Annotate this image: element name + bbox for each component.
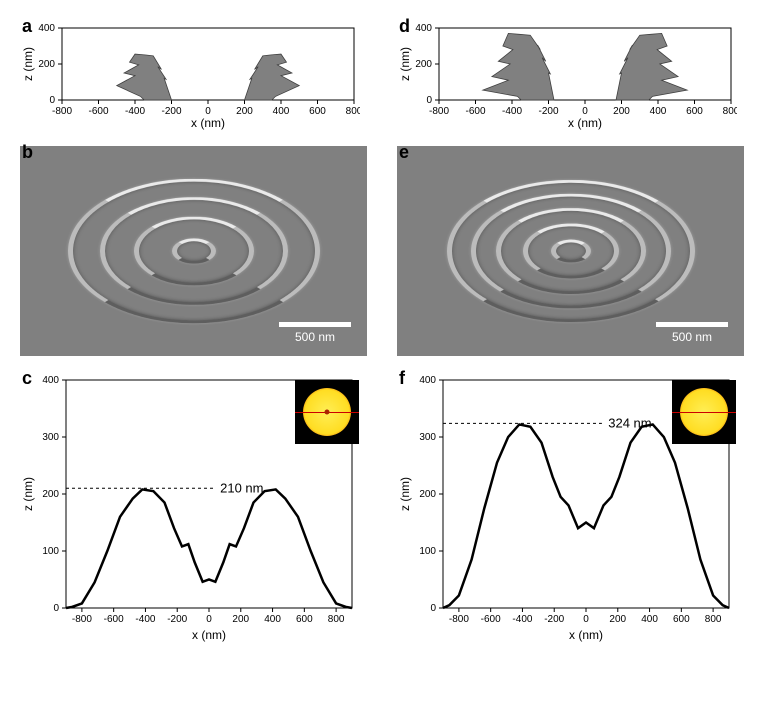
panel-d: d -800-600-400-20002004006008000200400x … bbox=[397, 20, 744, 130]
panel-f: f -800-600-400-2000200400600800010020030… bbox=[397, 372, 744, 642]
svg-text:0: 0 bbox=[583, 614, 589, 625]
svg-text:400: 400 bbox=[264, 614, 281, 625]
scalebar-line bbox=[279, 322, 351, 327]
svg-text:600: 600 bbox=[686, 106, 703, 117]
panel-label: d bbox=[399, 16, 410, 37]
panel-b: b 500 nm bbox=[20, 146, 367, 356]
panel-label: f bbox=[399, 368, 405, 389]
svg-text:210 nm: 210 nm bbox=[220, 480, 263, 495]
svg-text:x (nm): x (nm) bbox=[191, 116, 225, 130]
svg-text:0: 0 bbox=[426, 95, 432, 106]
svg-text:800: 800 bbox=[723, 106, 737, 117]
svg-text:-200: -200 bbox=[167, 614, 187, 625]
chart-d: -800-600-400-20002004006008000200400x (n… bbox=[397, 20, 744, 130]
svg-text:800: 800 bbox=[705, 614, 722, 625]
panel-label: e bbox=[399, 142, 409, 163]
panel-label: b bbox=[22, 142, 33, 163]
svg-text:800: 800 bbox=[346, 106, 360, 117]
svg-text:0: 0 bbox=[206, 614, 212, 625]
sem-image: 500 nm bbox=[20, 146, 367, 356]
svg-text:600: 600 bbox=[673, 614, 690, 625]
chart-a: -800-600-400-20002004006008000200400x (n… bbox=[20, 20, 367, 130]
svg-text:600: 600 bbox=[296, 614, 313, 625]
scalebar: 500 nm bbox=[656, 322, 728, 344]
svg-text:x (nm): x (nm) bbox=[569, 628, 603, 642]
svg-text:600: 600 bbox=[309, 106, 326, 117]
panel-label: a bbox=[22, 16, 32, 37]
svg-text:324 nm: 324 nm bbox=[608, 415, 651, 430]
svg-text:z (nm): z (nm) bbox=[398, 477, 412, 511]
svg-text:300: 300 bbox=[42, 432, 59, 443]
inset-hologram bbox=[672, 380, 736, 444]
svg-text:0: 0 bbox=[430, 603, 436, 614]
svg-text:200: 200 bbox=[42, 489, 59, 500]
svg-text:-800: -800 bbox=[72, 614, 92, 625]
svg-text:0: 0 bbox=[53, 603, 59, 614]
scalebar-text: 500 nm bbox=[672, 330, 712, 344]
panel-label: c bbox=[22, 368, 32, 389]
scalebar: 500 nm bbox=[279, 322, 351, 344]
svg-text:-600: -600 bbox=[465, 106, 485, 117]
svg-text:400: 400 bbox=[641, 614, 658, 625]
svg-text:100: 100 bbox=[42, 546, 59, 557]
svg-text:800: 800 bbox=[328, 614, 345, 625]
svg-text:400: 400 bbox=[38, 23, 55, 34]
inset-scanline bbox=[672, 412, 736, 413]
sem-image: 500 nm bbox=[397, 146, 744, 356]
inset-hologram bbox=[295, 380, 359, 444]
svg-text:x (nm): x (nm) bbox=[192, 628, 226, 642]
svg-text:z (nm): z (nm) bbox=[21, 47, 35, 81]
svg-text:-400: -400 bbox=[125, 106, 145, 117]
svg-text:z (nm): z (nm) bbox=[21, 477, 35, 511]
panel-e: e 500 nm bbox=[397, 146, 744, 356]
svg-text:200: 200 bbox=[232, 614, 249, 625]
svg-text:0: 0 bbox=[49, 95, 55, 106]
svg-text:200: 200 bbox=[415, 59, 432, 70]
svg-text:100: 100 bbox=[419, 546, 436, 557]
inset-center-dot bbox=[325, 410, 330, 415]
svg-text:-800: -800 bbox=[449, 614, 469, 625]
svg-text:400: 400 bbox=[273, 106, 290, 117]
svg-text:z (nm): z (nm) bbox=[398, 47, 412, 81]
svg-text:300: 300 bbox=[419, 432, 436, 443]
scalebar-line bbox=[656, 322, 728, 327]
scalebar-text: 500 nm bbox=[295, 330, 335, 344]
svg-text:400: 400 bbox=[42, 375, 59, 386]
svg-text:-200: -200 bbox=[161, 106, 181, 117]
svg-text:-400: -400 bbox=[512, 614, 532, 625]
svg-text:-800: -800 bbox=[52, 106, 72, 117]
svg-text:400: 400 bbox=[650, 106, 667, 117]
panel-c: c -800-600-400-2000200400600800010020030… bbox=[20, 372, 367, 642]
svg-text:200: 200 bbox=[609, 614, 626, 625]
svg-text:-400: -400 bbox=[502, 106, 522, 117]
panel-a: a -800-600-400-20002004006008000200400x … bbox=[20, 20, 367, 130]
svg-text:-600: -600 bbox=[481, 614, 501, 625]
svg-text:-600: -600 bbox=[104, 614, 124, 625]
svg-text:200: 200 bbox=[38, 59, 55, 70]
svg-text:-400: -400 bbox=[135, 614, 155, 625]
svg-text:-800: -800 bbox=[429, 106, 449, 117]
svg-text:x (nm): x (nm) bbox=[568, 116, 602, 130]
svg-text:-600: -600 bbox=[88, 106, 108, 117]
svg-text:-200: -200 bbox=[544, 614, 564, 625]
svg-text:200: 200 bbox=[236, 106, 253, 117]
figure-grid: a -800-600-400-20002004006008000200400x … bbox=[20, 20, 744, 642]
svg-text:-200: -200 bbox=[538, 106, 558, 117]
svg-text:400: 400 bbox=[415, 23, 432, 34]
svg-text:200: 200 bbox=[419, 489, 436, 500]
svg-text:400: 400 bbox=[419, 375, 436, 386]
svg-text:200: 200 bbox=[613, 106, 630, 117]
